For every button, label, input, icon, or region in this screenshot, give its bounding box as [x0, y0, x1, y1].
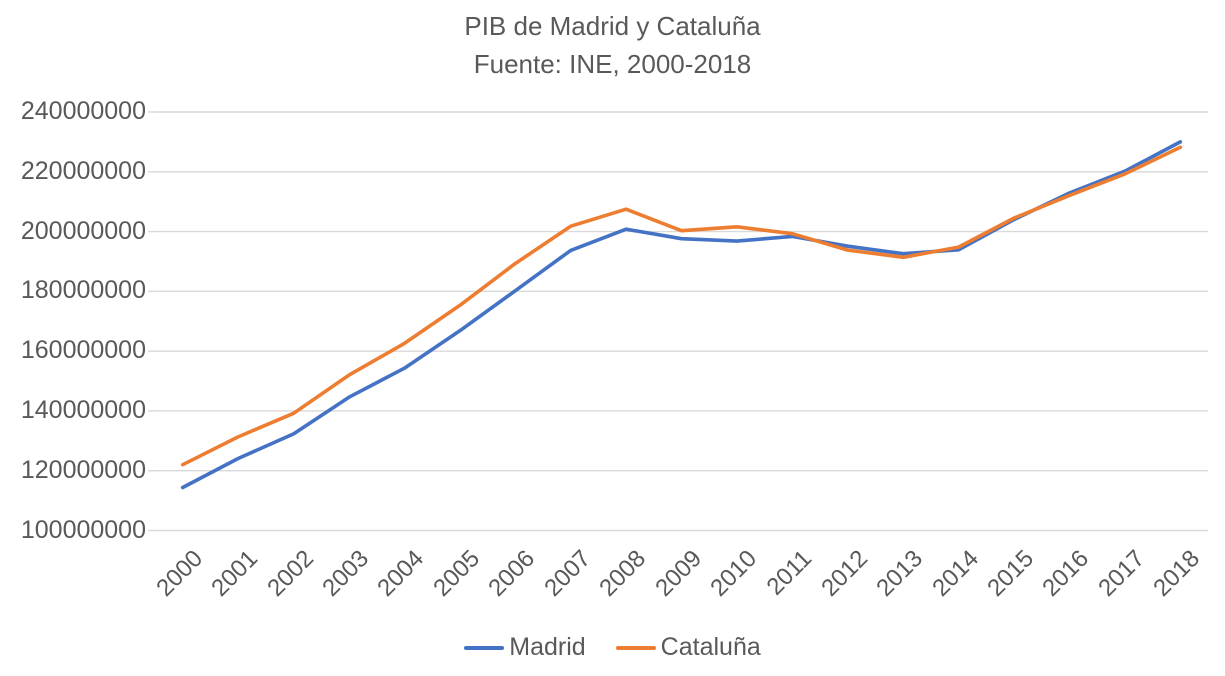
legend: Madrid Cataluña — [0, 633, 1225, 662]
series-line-madrid — [180, 140, 1183, 490]
series-line-cataluña — [180, 145, 1183, 467]
y-tick-label: 140000000 — [20, 395, 146, 424]
legend-item-madrid: Madrid — [464, 633, 586, 662]
y-tick-label: 180000000 — [20, 276, 146, 305]
legend-line-icon — [464, 645, 505, 650]
legend-label: Cataluña — [660, 633, 761, 661]
y-tick-label: 120000000 — [20, 455, 146, 484]
legend-line-icon — [615, 645, 656, 650]
chart-title-line1: PIB de Madrid y Cataluña — [464, 11, 761, 41]
legend-item-cataluña: Cataluña — [615, 633, 761, 662]
y-tick-label: 220000000 — [20, 156, 146, 185]
chart-title: PIB de Madrid y Cataluña Fuente: INE, 20… — [0, 8, 1225, 83]
y-tick-label: 160000000 — [20, 336, 146, 365]
y-tick-label: 100000000 — [20, 515, 146, 544]
y-tick-label: 240000000 — [20, 97, 146, 125]
chart-title-line2: Fuente: INE, 2000-2018 — [473, 48, 752, 79]
y-tick-label: 200000000 — [20, 216, 146, 245]
legend-label: Madrid — [509, 633, 586, 661]
